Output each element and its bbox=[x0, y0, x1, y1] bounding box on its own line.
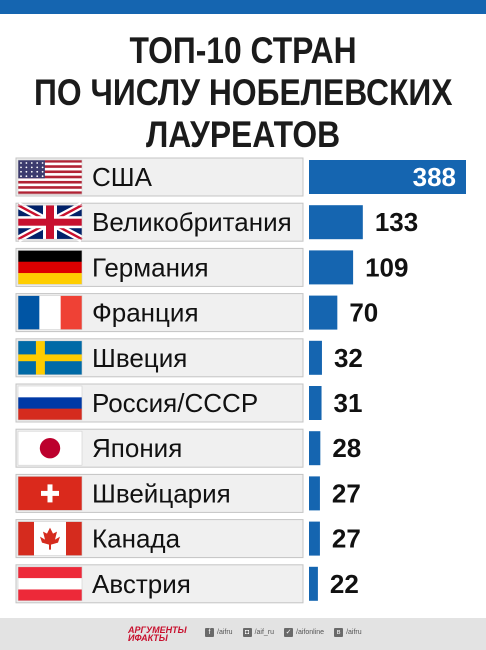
country-label: Япония bbox=[92, 433, 182, 463]
title-line-2: ПО ЧИСЛУ НОБЕЛЕВСКИХ bbox=[34, 72, 453, 113]
chart-row: Россия/СССР 31 bbox=[15, 383, 363, 423]
chart-row: Канада 27 bbox=[15, 519, 361, 559]
value-label: 31 bbox=[334, 388, 363, 418]
title-line-3: ЛАУРЕАТОВ bbox=[145, 114, 341, 155]
bar bbox=[309, 476, 320, 511]
country-label: Франция bbox=[92, 298, 199, 328]
footer: АРГУМЕНТЫ ИФАКТЫ f/aifru ◘/aif_ru ✓/aifonl… bbox=[0, 618, 486, 650]
value-label: 70 bbox=[349, 298, 378, 328]
uk-flag-icon bbox=[16, 202, 84, 243]
sweden-flag-icon bbox=[17, 340, 83, 376]
chart-row: Япония 28 bbox=[15, 428, 361, 468]
social-link[interactable]: в/aifru bbox=[334, 628, 362, 637]
value-label: 32 bbox=[334, 343, 363, 373]
japan-flag-icon bbox=[17, 430, 83, 466]
bar bbox=[309, 386, 322, 420]
vk-icon: в bbox=[334, 628, 344, 637]
switzerland-flag-icon bbox=[17, 476, 83, 511]
chart-row: Германия 109 bbox=[15, 247, 408, 287]
bar bbox=[309, 250, 354, 285]
chart-title: ТОП-10 СТРАН ПО ЧИСЛУ НОБЕЛЕВСКИХ ЛАУРЕА… bbox=[34, 30, 452, 156]
brand-logo: АРГУМЕНТЫ ИФАКТЫ bbox=[128, 625, 187, 643]
social-handle: /aif_ru bbox=[254, 629, 275, 636]
social-link[interactable]: ◘/aif_ru bbox=[242, 628, 275, 637]
bar bbox=[309, 521, 320, 556]
chart-row: Швейцария 27 bbox=[15, 473, 361, 513]
social-link[interactable]: ✓/aifonline bbox=[284, 628, 324, 637]
country-label: США bbox=[92, 162, 153, 192]
facebook-icon: f bbox=[205, 628, 214, 637]
chart-row: Швеция 32 bbox=[15, 338, 363, 378]
value-label: 22 bbox=[330, 569, 359, 599]
chart-row: США 388 bbox=[15, 157, 466, 197]
bar bbox=[309, 160, 466, 194]
russia-flag-icon bbox=[17, 385, 83, 421]
chart-row: Австрия 22 bbox=[15, 564, 359, 604]
value-label: 388 bbox=[413, 162, 456, 192]
top-stripe bbox=[0, 0, 486, 14]
country-label: Канада bbox=[92, 524, 181, 554]
instagram-icon: ◘ bbox=[242, 628, 252, 637]
us-flag-icon bbox=[17, 159, 83, 195]
title-line-1: ТОП-10 СТРАН bbox=[129, 30, 357, 71]
social-links: f/aifru ◘/aif_ru ✓/aifonline в/aifru bbox=[205, 628, 362, 637]
chart-row: Франция 70 bbox=[15, 293, 378, 333]
bar bbox=[309, 566, 318, 601]
chart-row: Великобритания 133 bbox=[15, 202, 418, 243]
bar bbox=[309, 295, 338, 330]
country-label: Австрия bbox=[92, 569, 191, 599]
austria-flag-icon bbox=[17, 566, 83, 602]
country-label: Швейцария bbox=[92, 478, 231, 508]
country-label: Германия bbox=[92, 252, 209, 282]
value-label: 109 bbox=[365, 252, 408, 282]
value-label: 27 bbox=[332, 524, 361, 554]
bar bbox=[309, 205, 363, 240]
value-label: 133 bbox=[375, 207, 418, 237]
country-label: Швеция bbox=[92, 343, 187, 373]
france-flag-icon bbox=[17, 295, 83, 330]
bar bbox=[309, 340, 322, 375]
bar bbox=[309, 431, 321, 466]
country-label: Великобритания bbox=[92, 207, 292, 237]
social-handle: /aifru bbox=[217, 629, 233, 636]
germany-flag-icon bbox=[17, 250, 83, 285]
bar-chart: США 388 Великобритания 133 Германия 109 Франци… bbox=[15, 157, 466, 604]
twitter-icon: ✓ bbox=[284, 628, 294, 637]
social-handle: /aifonline bbox=[296, 629, 325, 636]
value-label: 28 bbox=[332, 433, 361, 463]
social-handle: /aifru bbox=[346, 629, 362, 636]
value-label: 27 bbox=[332, 478, 361, 508]
country-label: Россия/СССР bbox=[92, 388, 258, 418]
canada-flag-icon bbox=[17, 521, 83, 556]
social-link[interactable]: f/aifru bbox=[205, 628, 233, 637]
